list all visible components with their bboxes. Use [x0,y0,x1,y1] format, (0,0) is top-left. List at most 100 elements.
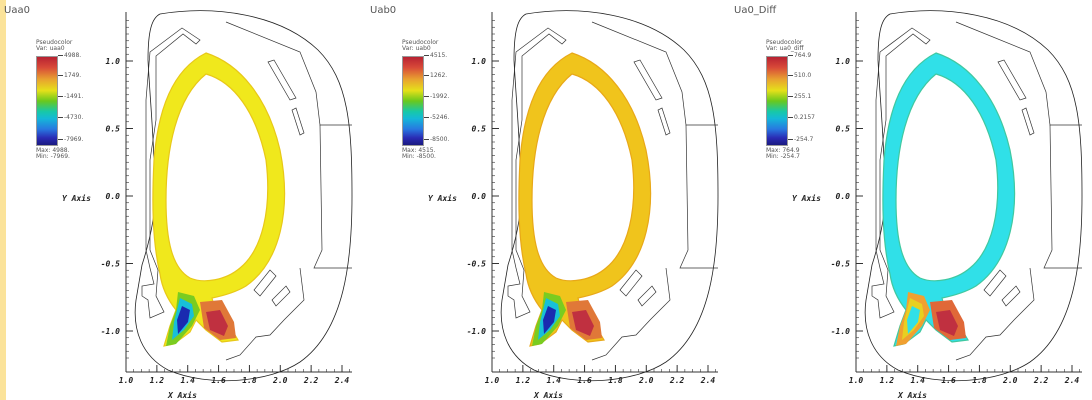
divertor-right-core [206,310,228,336]
legend-tick-label: 4988. [58,53,81,59]
limiter-plate-lower-b [637,285,657,307]
x-tick-label: 1.4 [180,376,195,385]
colorbar [766,56,788,146]
y-tick-label: -1.0 [101,327,120,336]
divertor-left-core [177,306,190,334]
x-tick-label: 2.4 [334,376,350,385]
plasma-band [882,52,1016,347]
y-tick-label: -1.0 [467,327,486,336]
y-tick-label: -0.5 [101,260,120,269]
y-tick-label: -0.5 [831,260,850,269]
outer-wall-top [591,21,718,126]
outer-wall-top [955,21,1082,126]
x-tick-label: 1.4 [546,376,561,385]
limiter-plate-upper [267,59,297,101]
divertor-right-core [572,310,594,336]
panel-title: Ua0_Diff [734,5,777,16]
vessel-boundary [134,10,353,382]
legend-tick-label: 0.2157 [788,115,815,121]
outer-wall-mid [679,124,718,269]
vessel-boundary [500,10,719,382]
legend-max: Max: 764.9 [766,147,800,154]
x-tick-label: 1.8 [972,376,987,385]
legend-min: Min: -254.7 [766,153,800,160]
first-wall [507,27,567,319]
x-tick-label: 2.0 [272,376,288,385]
colorbar [402,56,424,146]
colorbar [36,56,58,146]
legend-tick-label: -1992. [424,94,449,100]
y-tick-label: 1.0 [472,57,487,66]
limiter-plate-lower-b [271,285,291,307]
legend-tick-label: -7969. [58,137,83,143]
divertor-right-core [936,310,958,336]
x-tick-label: 1.2 [150,376,165,385]
legend-tick-label: -1491. [58,94,83,100]
legend-header: Pseudocolor [402,39,439,46]
y-tick-label: 0.5 [106,125,121,134]
x-tick-label: 1.8 [242,376,257,385]
x-tick-label: 1.2 [880,376,895,385]
outer-wall-mid [1043,124,1082,269]
limiter-plate-mid [657,107,671,136]
x-tick-label: 2.4 [700,376,716,385]
x-tick-label: 1.0 [485,376,500,385]
legend-tick-label: -8500. [424,137,449,143]
legend-min: Min: -8500. [402,153,436,160]
y-tick-label: 0.5 [836,125,851,134]
legend-tick-label: -4730. [58,115,83,121]
x-tick-label: 2.0 [1002,376,1018,385]
legend-variable: Var: uab0 [402,45,431,52]
legend-tick-label: 1262. [424,73,447,79]
legend-tick-label: 4515. [424,53,447,59]
limiter-plate-upper [997,59,1027,101]
limiter-plate-lower-a [983,269,1007,297]
legend-variable: Var: uaa0 [36,45,65,52]
x-tick-label: 1.4 [910,376,925,385]
legend-tick-label: 764.9 [788,53,811,59]
legend-tick-label: 255.1 [788,94,811,100]
panel-uaa0: Uaa0 Pseudocolor Var: uaa0 4988. 1749. -1491.… [0,0,362,400]
x-tick-label: 1.8 [608,376,623,385]
first-wall [871,27,931,319]
legend-tick-label: -5246. [424,115,449,121]
plasma-band [152,52,286,347]
legend-tick-label: 1749. [58,73,81,79]
limiter-plate-upper [633,59,663,101]
y-tick-label: -1.0 [831,327,850,336]
y-tick-label: 0.0 [472,192,487,201]
plot-area: 1.00.50.0-0.5-1.01.0 1.2 1.4 1.6 1.8 2.0 2.2 2.… [831,10,1083,385]
x-tick-label: 2.4 [1064,376,1080,385]
legend-min: Min: -7969. [36,153,70,160]
x-tick-label: 1.0 [849,376,864,385]
y-tick-label: 0.5 [472,125,487,134]
plot-area: 1.00.50.0-0.5-1.01.0 1.2 1.4 1.6 1.8 2.0 2.2 2.… [101,10,353,385]
legend-tick-label: -254.7 [788,137,813,143]
panel-ua0-diff: Ua0_Diff Pseudocolor Var: ua0_diff 764.9 510… [730,0,1092,400]
y-tick-label: 1.0 [106,57,121,66]
legend-max: Max: 4988. [36,147,70,154]
vessel-boundary [864,10,1083,382]
left-edge-strip [0,0,6,400]
legend-max: Max: 4515. [402,147,436,154]
legend-header: Pseudocolor [36,39,73,46]
y-tick-label: 0.0 [836,192,851,201]
x-tick-label: 1.2 [516,376,531,385]
legend-variable: Var: ua0_diff [766,45,804,52]
outer-wall-lower [955,267,1035,361]
limiter-plate-lower-a [253,269,277,297]
limiter-plate-lower-b [1001,285,1021,307]
panel-uab0: Uab0 Pseudocolor Var: uab0 4515. 1262. -1992.… [366,0,728,400]
x-tick-label: 2.2 [1033,376,1049,385]
x-axis-label: X Axis [168,391,197,400]
panel-title: Uab0 [370,5,397,16]
x-axis-label: X Axis [534,391,563,400]
x-tick-label: 2.2 [303,376,319,385]
y-tick-label: 1.0 [836,57,851,66]
first-wall [141,27,201,319]
outer-wall-top [225,21,352,126]
plasma-band [518,52,652,347]
legend-tick-label: 510.0 [788,73,811,79]
outer-wall-lower [591,267,671,361]
y-tick-label: -0.5 [467,260,486,269]
